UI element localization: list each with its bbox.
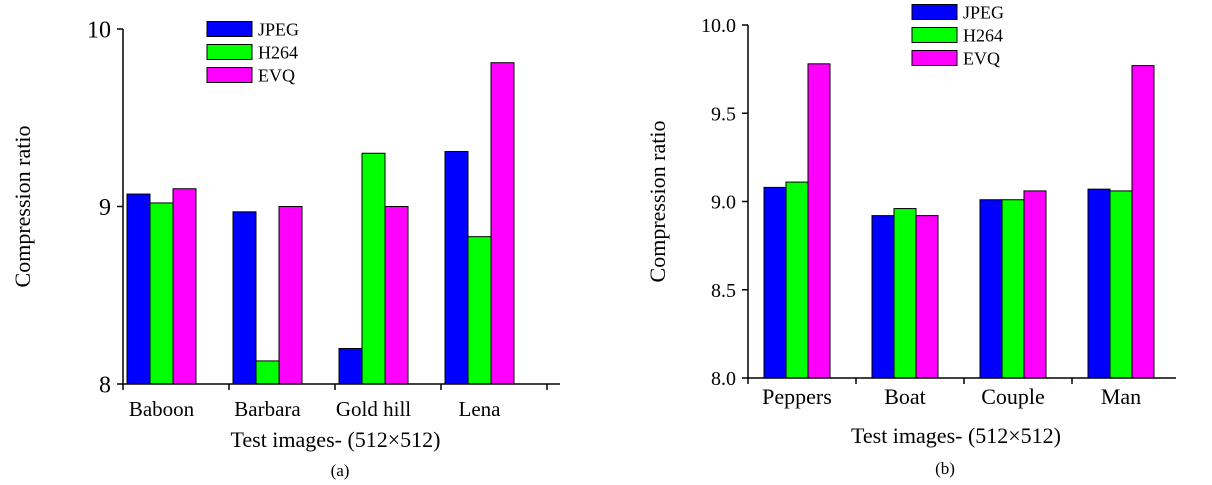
x-tick-label: Gold hill bbox=[336, 397, 411, 421]
x-tick-label: Lena bbox=[459, 397, 502, 421]
bar-h264-baboon bbox=[149, 202, 174, 385]
bar-jpeg-boat bbox=[871, 215, 895, 379]
y-tick-label: 9 bbox=[99, 195, 111, 221]
bar-h264-gold-hill bbox=[361, 152, 386, 385]
legend-swatch-jpeg bbox=[911, 4, 958, 20]
legend-label-evq: EVQ bbox=[963, 48, 1000, 68]
bar-h264-man bbox=[1109, 190, 1133, 379]
bar-jpeg-lena bbox=[444, 150, 469, 385]
legend-label-jpeg: JPEG bbox=[258, 19, 299, 39]
bar-evq-couple bbox=[1023, 190, 1047, 379]
legend-swatch-h264 bbox=[911, 27, 958, 43]
bar-jpeg-peppers bbox=[763, 186, 787, 379]
bar-h264-couple bbox=[1001, 199, 1025, 379]
legend-swatch-evq bbox=[911, 50, 958, 66]
bar-evq-peppers bbox=[807, 63, 831, 379]
x-axis-label: Test images- (512×512) bbox=[851, 423, 1061, 448]
bar-h264-peppers bbox=[785, 181, 809, 379]
bar-jpeg-baboon bbox=[126, 193, 151, 385]
legend-label-h264: H264 bbox=[963, 25, 1003, 45]
y-tick-label: 10 bbox=[87, 17, 111, 43]
y-tick-label: 9.5 bbox=[711, 103, 736, 125]
bar-h264-lena bbox=[467, 236, 492, 385]
legend-swatch-evq bbox=[206, 67, 253, 83]
bar-evq-lena bbox=[490, 62, 515, 385]
x-tick-label: Barbara bbox=[234, 397, 301, 421]
chart-panel-b: 8.0 8.5 9.0 9.5 10.0 Peppers Boat Couple Man Test… bbox=[645, 2, 1176, 478]
bar-evq-gold-hill bbox=[384, 206, 409, 385]
legend-swatch-jpeg bbox=[206, 21, 253, 37]
x-axis-label: Test images- (512×512) bbox=[230, 427, 440, 452]
legend-label-h264: H264 bbox=[258, 42, 298, 62]
panel-label: (a) bbox=[331, 461, 350, 480]
bar-evq-man bbox=[1131, 65, 1155, 379]
x-tick-label: Couple bbox=[981, 384, 1045, 409]
y-tick-label: 8 bbox=[99, 372, 111, 398]
y-axis-label: Compression ratio bbox=[10, 126, 35, 288]
panel-label: (b) bbox=[935, 459, 955, 478]
x-tick-label: Boat bbox=[884, 384, 926, 409]
bar-h264-boat bbox=[893, 208, 917, 379]
y-tick-label: 8.0 bbox=[711, 368, 736, 390]
y-tick-label: 10.0 bbox=[701, 15, 736, 37]
bar-evq-boat bbox=[915, 215, 939, 379]
chart-panel-a: 8 9 10 Baboon Barbara Gold hill Lena Test image… bbox=[10, 17, 560, 480]
bar-jpeg-man bbox=[1087, 188, 1111, 379]
bar-jpeg-barbara bbox=[232, 211, 257, 385]
x-tick-label: Peppers bbox=[762, 384, 832, 409]
legend-label-jpeg: JPEG bbox=[963, 2, 1004, 22]
x-tick-label: Man bbox=[1101, 384, 1141, 409]
y-tick-label: 8.5 bbox=[711, 280, 736, 302]
y-tick-label: 9.0 bbox=[711, 192, 736, 214]
x-tick-label: Baboon bbox=[129, 397, 195, 421]
bar-evq-baboon bbox=[172, 188, 197, 385]
bar-evq-barbara bbox=[278, 206, 303, 385]
bar-h264-barbara bbox=[255, 360, 280, 385]
legend-label-evq: EVQ bbox=[258, 65, 295, 85]
bar-jpeg-couple bbox=[979, 199, 1003, 379]
legend-swatch-h264 bbox=[206, 44, 253, 60]
bar-jpeg-gold-hill bbox=[338, 348, 363, 385]
y-axis-label: Compression ratio bbox=[645, 121, 670, 283]
